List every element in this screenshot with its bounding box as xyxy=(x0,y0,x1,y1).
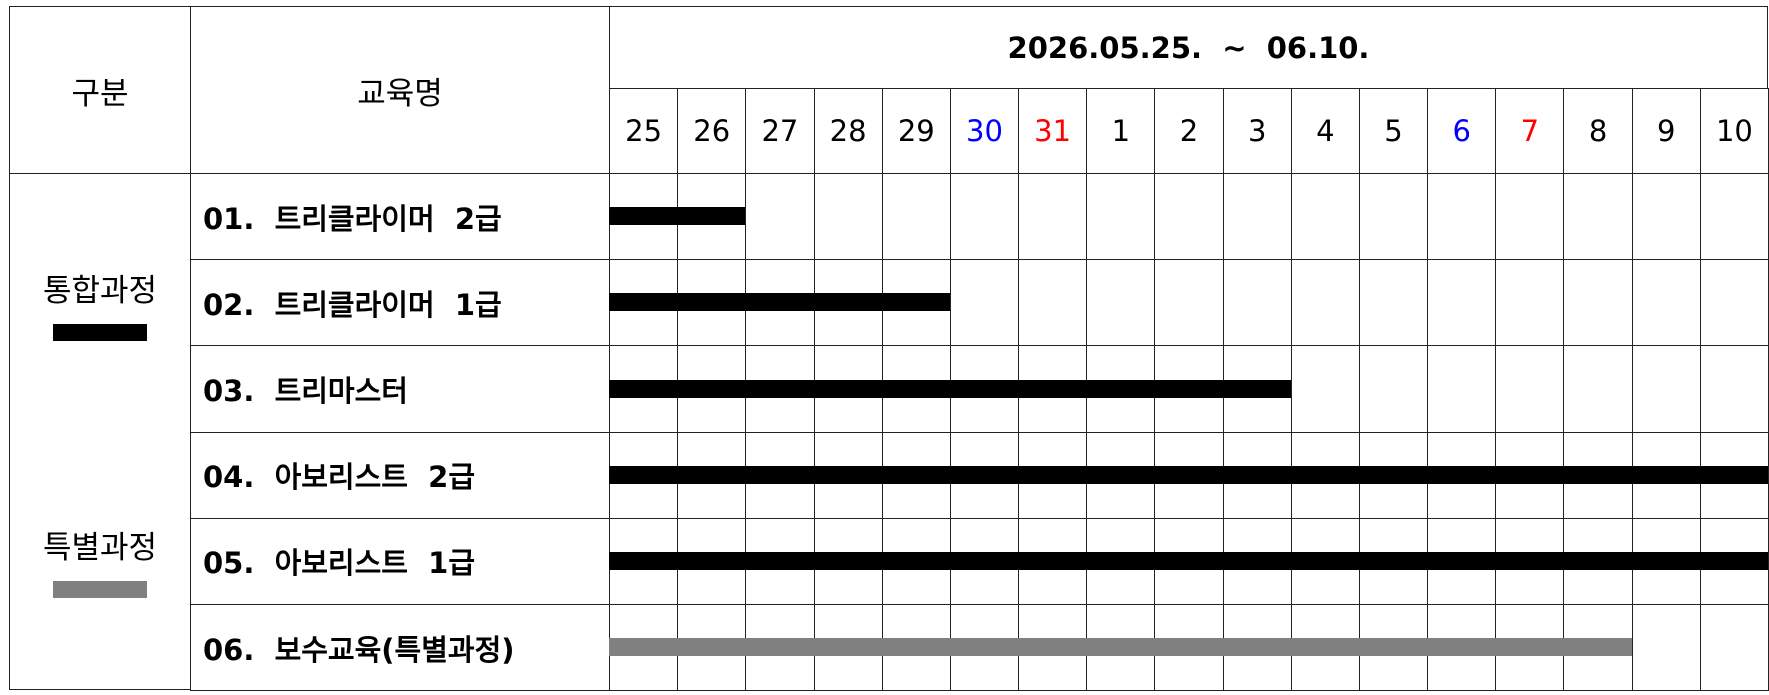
day-cell xyxy=(1358,173,1429,261)
schedule-bar xyxy=(609,379,1291,398)
day-cell xyxy=(949,173,1020,261)
category-label: 특별과정 xyxy=(42,530,158,566)
day-cell xyxy=(1427,345,1497,433)
day-header-8: 8 xyxy=(1563,88,1633,174)
day-header-1: 1 xyxy=(1086,88,1156,174)
category-integrated: 통합과정 xyxy=(9,173,191,432)
day-cell xyxy=(1563,259,1633,347)
day-cell xyxy=(1495,173,1565,261)
course-name: 04. 아보리스트 2급 xyxy=(190,431,610,519)
schedule-bar xyxy=(609,551,1768,570)
schedule-bar xyxy=(609,207,746,226)
day-cell xyxy=(1018,259,1088,347)
day-cell xyxy=(1290,173,1360,261)
category-special: 특별과정 xyxy=(9,431,191,690)
day-cell xyxy=(1154,259,1224,347)
day-cell xyxy=(1222,173,1292,261)
day-cell xyxy=(1699,173,1769,261)
day-header-6: 6 xyxy=(1427,88,1497,174)
schedule-bar xyxy=(609,293,950,312)
day-cell xyxy=(1290,259,1360,347)
day-header-10: 10 xyxy=(1699,88,1769,174)
day-cell xyxy=(1631,604,1701,692)
schedule-bar xyxy=(609,465,1768,484)
day-header-30: 30 xyxy=(949,88,1020,174)
day-header-4: 4 xyxy=(1290,88,1360,174)
day-header-27: 27 xyxy=(745,88,815,174)
day-header-9: 9 xyxy=(1631,88,1701,174)
day-header-29: 29 xyxy=(881,88,951,174)
course-name: 03. 트리마스터 xyxy=(190,345,610,433)
day-header-7: 7 xyxy=(1495,88,1565,174)
day-cell xyxy=(881,173,951,261)
legend-bar-black xyxy=(53,324,147,341)
day-cell xyxy=(1631,345,1701,433)
day-header-2: 2 xyxy=(1154,88,1224,174)
period-label: 2026.05.25. ~ 06.10. xyxy=(1007,30,1370,65)
day-cell xyxy=(1631,173,1701,261)
day-cell xyxy=(1086,173,1156,261)
course-name: 02. 트리클라이머 1급 xyxy=(190,259,610,347)
day-cell xyxy=(1427,259,1497,347)
day-header-28: 28 xyxy=(813,88,883,174)
day-cell xyxy=(1699,604,1769,692)
course-name: 05. 아보리스트 1급 xyxy=(190,517,610,605)
day-header-3: 3 xyxy=(1222,88,1292,174)
day-cell xyxy=(1086,259,1156,347)
course-header: 교육명 xyxy=(190,6,610,174)
course-header-label: 교육명 xyxy=(357,75,443,112)
day-cell xyxy=(1563,345,1633,433)
day-cell xyxy=(1699,259,1769,347)
day-cell xyxy=(1495,345,1565,433)
day-cell xyxy=(1358,259,1429,347)
schedule-bar xyxy=(609,638,1632,657)
day-header-5: 5 xyxy=(1358,88,1429,174)
day-cell xyxy=(745,173,815,261)
course-name: 01. 트리클라이머 2급 xyxy=(190,173,610,261)
category-header-label: 구분 xyxy=(71,75,129,112)
category-label: 통합과정 xyxy=(42,273,158,309)
legend-bar-gray xyxy=(53,581,147,598)
day-header-31: 31 xyxy=(1018,88,1088,174)
course-name: 06. 보수교육(특별과정) xyxy=(190,604,610,692)
day-cell xyxy=(1290,345,1360,433)
day-cell xyxy=(1495,259,1565,347)
day-cell xyxy=(1222,259,1292,347)
period-header: 2026.05.25. ~ 06.10. xyxy=(609,6,1768,89)
day-cell xyxy=(1563,173,1633,261)
day-cell xyxy=(813,173,883,261)
day-cell xyxy=(1018,173,1088,261)
category-header: 구분 xyxy=(9,6,191,174)
day-cell xyxy=(1427,173,1497,261)
day-cell xyxy=(1699,345,1769,433)
day-cell xyxy=(949,259,1020,347)
day-cell xyxy=(1154,173,1224,261)
day-cell xyxy=(1358,345,1429,433)
day-cell xyxy=(1631,259,1701,347)
day-header-26: 26 xyxy=(677,88,747,174)
day-header-25: 25 xyxy=(609,88,679,174)
